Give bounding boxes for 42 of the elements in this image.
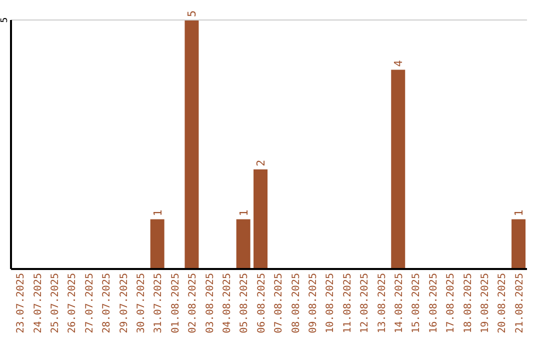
x-tick-label: 26.07.2025 xyxy=(67,273,78,334)
x-tick-label: 08.08.2025 xyxy=(290,273,302,334)
x-tick-label: 10.08.2025 xyxy=(325,273,336,334)
x-tick-label: 14.08.2025 xyxy=(394,273,405,334)
x-tick-label: 21.08.2025 xyxy=(514,273,526,334)
x-tick-label: 20.08.2025 xyxy=(497,273,508,334)
data-label: 4 xyxy=(392,60,406,67)
x-tick-label: 12.08.2025 xyxy=(360,273,371,334)
x-tick-label: 19.08.2025 xyxy=(480,273,491,334)
data-label: 1 xyxy=(512,210,526,216)
x-tick-label: 01.08.2025 xyxy=(170,273,182,334)
x-tick-label: 11.08.2025 xyxy=(342,273,354,334)
bar xyxy=(184,20,199,269)
x-tick-label: 29.07.2025 xyxy=(118,273,130,334)
bar xyxy=(150,219,164,269)
x-tick-label: 15.08.2025 xyxy=(411,273,422,334)
bar xyxy=(236,219,250,269)
data-label: 1 xyxy=(151,210,164,216)
x-tick-label: 02.08.2025 xyxy=(188,273,199,334)
x-tick-label: 17.08.2025 xyxy=(446,273,457,334)
data-label: 1 xyxy=(237,210,250,216)
x-tick-label: 24.07.2025 xyxy=(32,273,44,334)
x-tick-label: 09.08.2025 xyxy=(308,273,319,334)
x-tick-label: 30.07.2025 xyxy=(136,273,147,334)
bar xyxy=(512,219,526,269)
x-tick-label: 31.07.2025 xyxy=(153,273,164,334)
x-tick-label: 03.08.2025 xyxy=(204,273,216,334)
x-tick-label: 06.08.2025 xyxy=(256,273,268,334)
x-tick-label: 07.08.2025 xyxy=(274,273,285,334)
data-label: 5 xyxy=(186,10,199,17)
bar xyxy=(391,70,406,269)
bar xyxy=(254,169,268,269)
data-label: 2 xyxy=(254,160,268,166)
x-tick-label: 25.07.2025 xyxy=(50,273,61,334)
x-tick-label: 28.07.2025 xyxy=(102,273,113,334)
x-tick-label: 27.07.2025 xyxy=(84,273,96,334)
x-tick-label: 16.08.2025 xyxy=(428,273,440,334)
x-tick-label: 05.08.2025 xyxy=(239,273,250,334)
x-tick-label: 18.08.2025 xyxy=(462,273,474,334)
x-tick-label: 04.08.2025 xyxy=(222,273,233,334)
x-tick-label: 13.08.2025 xyxy=(376,273,388,334)
x-tick-label: 23.07.2025 xyxy=(16,273,27,334)
